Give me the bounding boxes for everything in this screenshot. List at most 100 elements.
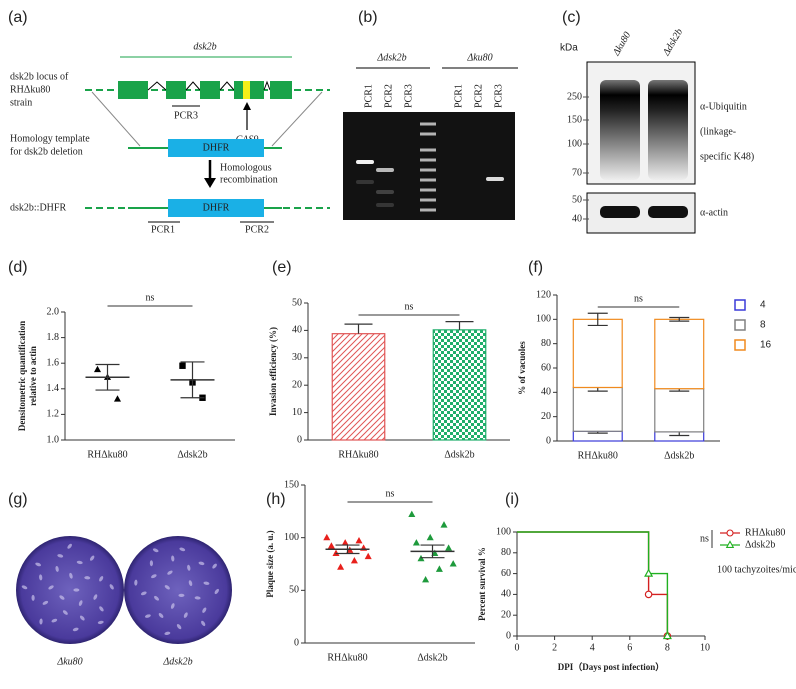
plaque xyxy=(198,561,205,566)
panel-label: (c) xyxy=(562,9,581,26)
bar xyxy=(432,329,487,441)
y-tick-label: 1.0 xyxy=(47,434,60,445)
homology-r xyxy=(271,91,323,147)
data-point xyxy=(332,549,340,557)
exon xyxy=(200,81,220,99)
plaque xyxy=(134,579,138,586)
error-bar xyxy=(335,544,360,555)
dhfr-label: DHFR xyxy=(203,202,230,213)
y-tick-label: 1.2 xyxy=(47,409,60,420)
y-tick-label: 2.0 xyxy=(47,306,60,317)
intron xyxy=(185,81,201,91)
gel-band xyxy=(356,160,374,164)
error-bar xyxy=(587,312,608,327)
significance-label: ns xyxy=(386,488,395,499)
plaque xyxy=(212,563,217,569)
primer-label: PCR1 xyxy=(151,224,175,235)
blot-label: specific K48) xyxy=(700,151,754,162)
y-tick-label: 1.4 xyxy=(47,383,60,394)
plaque xyxy=(178,593,185,597)
legend-label: 8 xyxy=(760,320,766,331)
y-axis-label: Densitometric quantification xyxy=(17,321,27,431)
blot-label: α-Ubiquitin xyxy=(700,101,747,112)
exon xyxy=(118,81,148,99)
y-tick-label: 40 xyxy=(501,589,511,600)
data-point xyxy=(445,544,453,551)
blot-label: α-actin xyxy=(700,207,728,218)
primer-label: PCR2 xyxy=(245,224,269,235)
error-bar xyxy=(669,316,690,322)
plaque xyxy=(176,624,182,630)
plaque xyxy=(167,570,173,575)
plaque xyxy=(203,581,210,585)
ladder-band xyxy=(420,168,436,172)
ladder-band xyxy=(420,188,436,192)
exon xyxy=(166,81,186,99)
x-tick-label: 8 xyxy=(665,642,670,653)
gel-group: Δdsk2b xyxy=(376,52,406,63)
actin-band xyxy=(600,206,640,218)
locus-label: RHΔku80 xyxy=(10,84,50,95)
plaque xyxy=(21,585,28,590)
bar-segment xyxy=(572,318,623,389)
note: 100 tachyzoites/mice xyxy=(717,564,796,575)
data-point xyxy=(355,536,363,544)
y-tick-label: 50 xyxy=(292,297,302,308)
plaque xyxy=(51,618,58,623)
x-tick-label: RHΔku80 xyxy=(578,450,618,461)
y-tick-label: 1.6 xyxy=(47,357,60,368)
legend-label: 16 xyxy=(760,340,772,351)
lane-label: PCR1 xyxy=(363,84,374,108)
plaque xyxy=(73,588,80,592)
gel xyxy=(343,112,515,220)
x-tick-label: 6 xyxy=(627,642,632,653)
data-point xyxy=(327,542,335,549)
significance-label: ns xyxy=(634,293,643,304)
plaque xyxy=(149,560,154,567)
ladder-band xyxy=(420,208,436,212)
primer-label: PCR3 xyxy=(174,110,198,121)
legend-label: RHΔku80 xyxy=(745,527,785,538)
plaque xyxy=(179,547,186,552)
legend-marker xyxy=(725,540,735,548)
y-axis-label: relative to actin xyxy=(28,346,38,406)
significance-label: ns xyxy=(405,301,414,312)
plaque xyxy=(183,612,188,618)
x-tick-label: RHΔku80 xyxy=(338,449,378,460)
error-bar xyxy=(344,323,373,334)
data-point xyxy=(426,533,434,541)
ladder-band xyxy=(420,132,436,136)
data-point xyxy=(644,568,654,577)
y-tick-label: 0 xyxy=(294,637,299,648)
dhfr-box xyxy=(168,199,264,217)
locus-label: strain xyxy=(10,97,32,108)
error-bar xyxy=(95,363,120,391)
x-tick-label: RHΔku80 xyxy=(87,449,127,460)
ladder-band xyxy=(420,148,436,152)
plaque xyxy=(72,627,79,632)
plaque xyxy=(42,600,49,605)
y-tick-label: 150 xyxy=(284,479,299,490)
data-point xyxy=(435,565,443,572)
plaque xyxy=(62,610,68,615)
y-tick-label: 80 xyxy=(541,338,551,349)
plaque xyxy=(151,574,157,579)
x-tick-label: Δdsk2b xyxy=(444,449,474,460)
data-point xyxy=(412,539,420,546)
result-label: dsk2b::DHFR xyxy=(10,202,66,213)
y-tick-label: 60 xyxy=(541,362,551,373)
intron xyxy=(263,80,271,91)
plaque xyxy=(170,603,175,609)
lane-label: PCR2 xyxy=(473,84,484,108)
panel-label: (h) xyxy=(266,491,286,508)
plaque xyxy=(109,584,114,590)
plaque xyxy=(194,596,201,600)
plaque xyxy=(152,548,159,553)
bar-segment xyxy=(654,388,705,433)
ladder-band xyxy=(420,178,436,182)
data-point xyxy=(93,365,102,373)
plaque xyxy=(35,562,42,567)
panel-label: (i) xyxy=(505,491,519,508)
plaque xyxy=(188,580,193,587)
lane-label: PCR1 xyxy=(453,84,464,108)
